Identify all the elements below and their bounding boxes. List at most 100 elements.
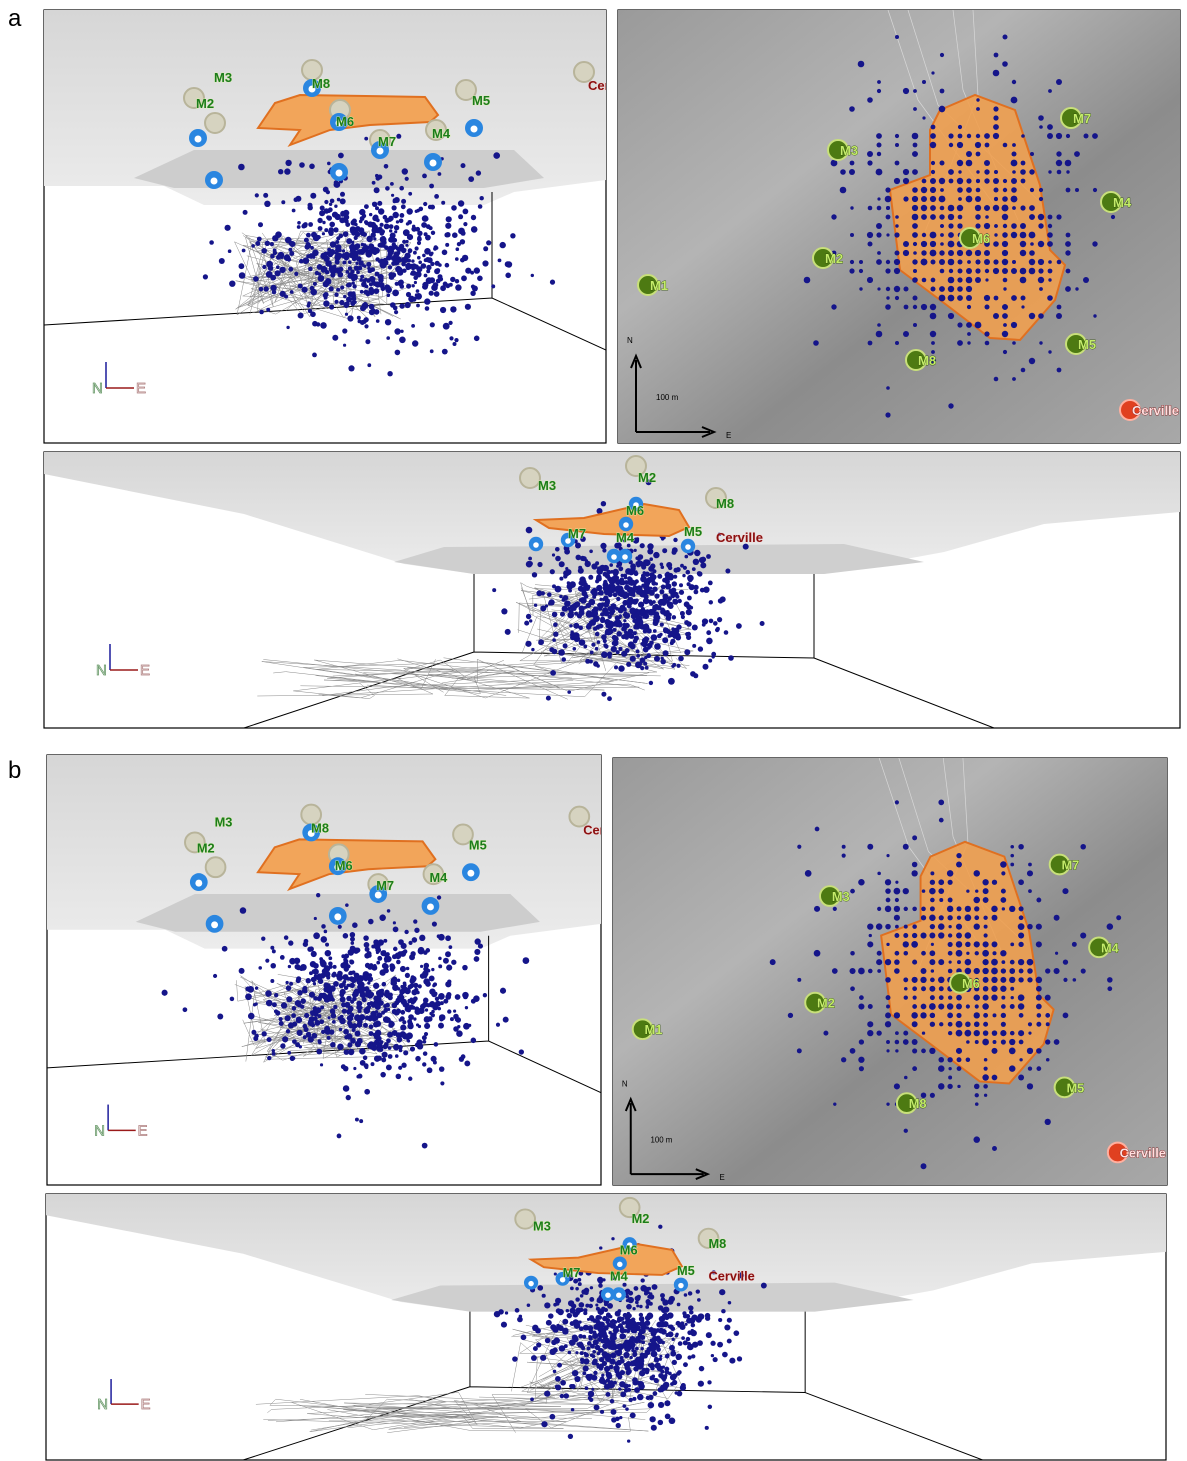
- event-dot: [312, 968, 319, 975]
- event-dot: [239, 907, 247, 914]
- event-dot: [360, 274, 365, 279]
- event-dot: [288, 940, 294, 946]
- event-dot: [992, 69, 1000, 77]
- station-icon: [631, 1018, 654, 1041]
- event-dot: [597, 1315, 603, 1320]
- event-dot: [310, 1011, 316, 1017]
- event-dot: [611, 1417, 617, 1423]
- event-dot: [649, 601, 654, 606]
- event-dot: [884, 905, 892, 913]
- station-label: M6: [620, 1244, 638, 1258]
- event-dot: [1056, 169, 1062, 175]
- event-dot: [973, 870, 981, 877]
- event-dot: [992, 1013, 997, 1018]
- event-dot: [650, 634, 658, 641]
- event-dot: [475, 170, 482, 176]
- event-dot: [404, 972, 410, 978]
- event-dot: [328, 956, 333, 961]
- event-dot: [966, 151, 972, 157]
- station-label: M3: [533, 1220, 551, 1234]
- event-dot: [354, 1040, 362, 1048]
- event-dot: [289, 957, 296, 965]
- event-dot: [416, 240, 422, 246]
- event-dot: [877, 251, 881, 255]
- event-dot: [306, 254, 311, 259]
- event-dot: [279, 955, 285, 960]
- event-dot: [643, 586, 648, 591]
- event-dot: [424, 216, 429, 222]
- event-dot: [939, 205, 945, 211]
- event-dot: [993, 52, 999, 58]
- event-dot: [1012, 206, 1016, 210]
- event-dot: [407, 1022, 414, 1030]
- event-dot: [528, 556, 532, 561]
- event-dot: [644, 1350, 648, 1354]
- event-dot: [282, 1036, 289, 1043]
- event-dot: [652, 569, 657, 574]
- event-dot: [635, 1361, 643, 1368]
- event-dot: [582, 1324, 589, 1331]
- event-dot: [886, 1040, 890, 1044]
- event-dot: [343, 958, 349, 964]
- event-dot: [876, 205, 882, 211]
- event-dot: [302, 288, 307, 293]
- event-dot: [357, 1008, 362, 1014]
- event-dot: [676, 1356, 680, 1361]
- event-dot: [1028, 267, 1036, 275]
- event-dot: [938, 986, 944, 992]
- event-dot: [405, 263, 413, 270]
- event-dot: [526, 1303, 531, 1307]
- event-dot: [876, 142, 882, 148]
- event-dot: [379, 260, 386, 267]
- event-dot: [271, 289, 277, 295]
- event-dot: [895, 880, 899, 884]
- event-dot: [627, 576, 632, 581]
- event-dot: [841, 853, 846, 858]
- event-dot: [947, 933, 953, 938]
- event-dot: [532, 1346, 538, 1351]
- room-lines: [47, 935, 601, 1094]
- event-dot: [377, 939, 384, 946]
- event-dot: [939, 259, 945, 265]
- event-dot: [458, 214, 464, 220]
- event-dot: [391, 193, 395, 197]
- event-dot: [629, 655, 636, 662]
- sensor-icon-core: [678, 1282, 684, 1289]
- event-dot: [618, 1387, 622, 1391]
- station-label: Cerville: [588, 78, 635, 93]
- event-dot: [633, 635, 639, 641]
- sensor-icon-core: [626, 1242, 633, 1248]
- event-dot: [287, 1050, 292, 1055]
- event-dot: [383, 1007, 389, 1013]
- event-dot: [948, 898, 953, 902]
- event-dot: [468, 1023, 472, 1027]
- event-dot: [499, 987, 507, 994]
- event-dot: [420, 964, 424, 968]
- event-dot: [328, 286, 334, 292]
- event-dot: [902, 843, 909, 850]
- event-dot: [387, 1054, 393, 1059]
- event-dot: [323, 929, 328, 934]
- event-dot: [394, 1054, 399, 1058]
- event-dot: [456, 1030, 463, 1037]
- event-dot: [613, 572, 618, 577]
- event-dot: [992, 1031, 997, 1035]
- event-dot: [594, 646, 599, 651]
- event-dot: [1027, 1022, 1033, 1027]
- event-dot: [912, 978, 917, 982]
- event-dot: [413, 250, 417, 255]
- event-dot: [445, 242, 450, 247]
- event-dot: [356, 256, 362, 262]
- event-dot: [409, 954, 415, 961]
- event-dot: [859, 260, 863, 264]
- event-dot: [497, 258, 502, 263]
- event-dot: [931, 215, 935, 219]
- event-dot: [627, 579, 633, 586]
- station-ghost: [705, 487, 727, 509]
- event-dot: [450, 306, 457, 313]
- event-dot: [557, 1362, 563, 1368]
- event-dot: [324, 199, 329, 205]
- event-dot: [280, 1043, 286, 1049]
- event-dot: [292, 1039, 297, 1044]
